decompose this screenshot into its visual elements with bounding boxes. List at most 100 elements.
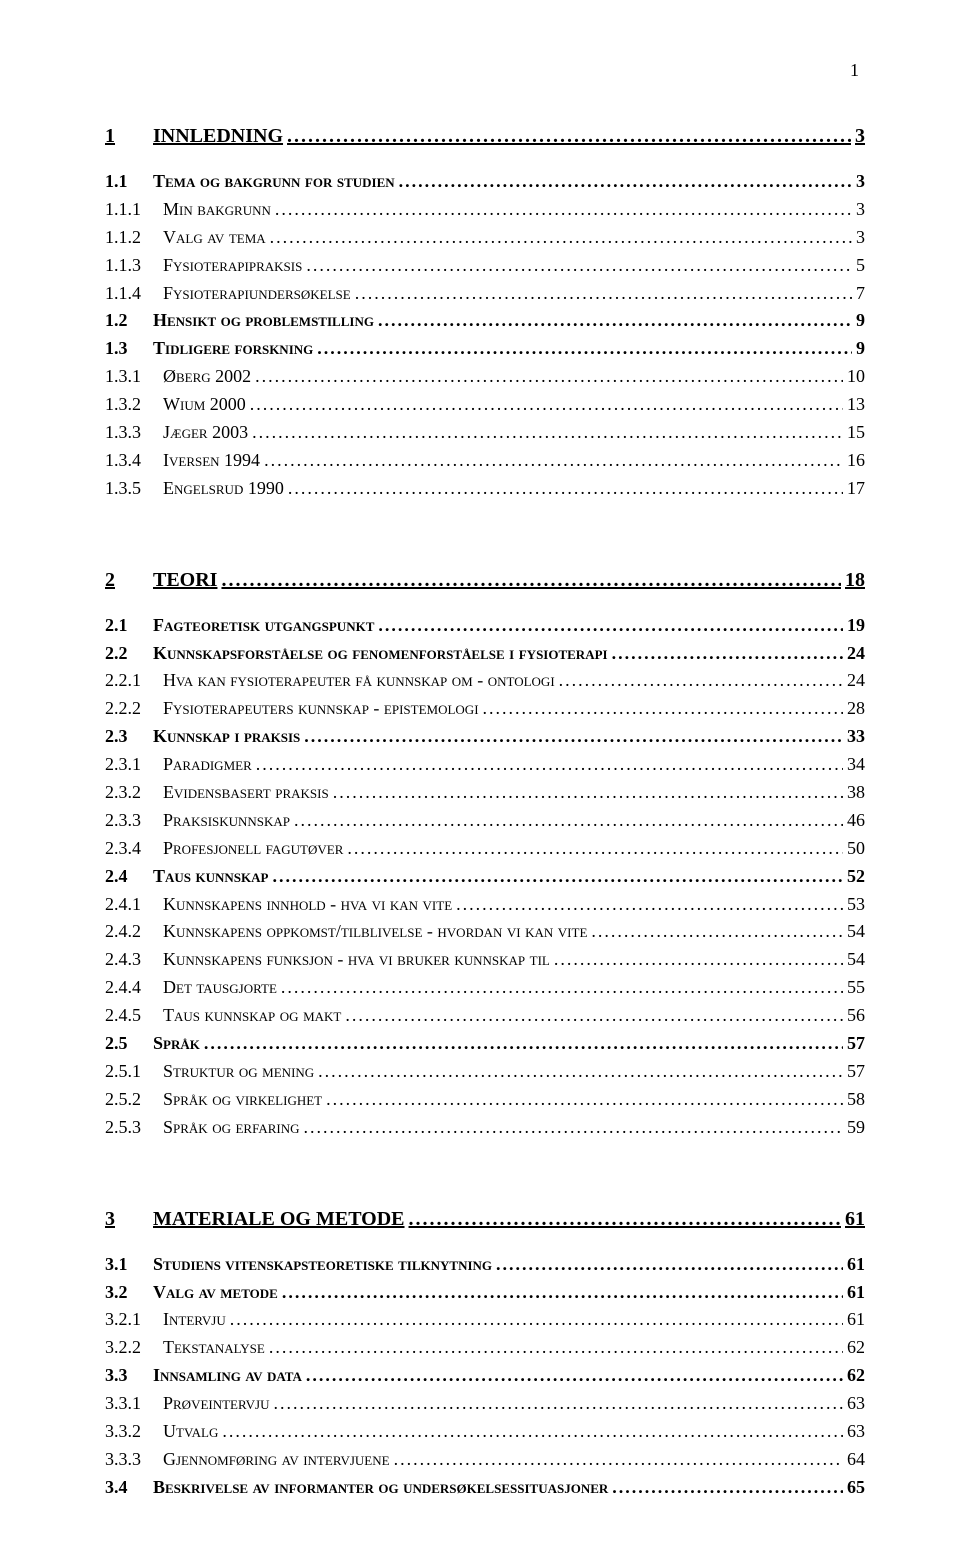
toc-entry-number: 1.2 xyxy=(105,307,153,335)
toc-entry-page: 10 xyxy=(843,363,865,391)
toc-entry-number: 3.3.3 xyxy=(105,1446,163,1474)
toc-leader-dots xyxy=(550,946,843,974)
toc-leader-dots xyxy=(405,1204,841,1235)
toc-entry-page: 33 xyxy=(843,723,865,751)
toc-entry-number: 1.3.1 xyxy=(105,363,163,391)
toc-entry-number: 3.2.1 xyxy=(105,1306,163,1334)
toc-leader-dots xyxy=(302,1362,843,1390)
toc-entry: 2.4.2Kunnskapens oppkomst/tilblivelse - … xyxy=(105,918,865,946)
toc-entry-page: 54 xyxy=(843,946,865,974)
small-gap xyxy=(105,1243,865,1251)
toc-leader-dots xyxy=(217,565,841,596)
toc-entry: 1.3.4Iversen 199416 xyxy=(105,447,865,475)
toc-entry-label: Hva kan fysioterapeuter få kunnskap om -… xyxy=(163,667,555,695)
toc-entry: 1INNLEDNING3 xyxy=(105,121,865,152)
toc-entry-label: Wium 2000 xyxy=(163,391,246,419)
toc-entry-number: 2.1 xyxy=(105,612,153,640)
toc-entry-number: 2.2.2 xyxy=(105,695,163,723)
toc-entry-label: Profesjonell fagutøver xyxy=(163,835,343,863)
toc-entry-page: 61 xyxy=(843,1279,865,1307)
toc-entry-page: 9 xyxy=(852,307,865,335)
toc-entry-label: Kunnskapens oppkomst/tilblivelse - hvord… xyxy=(163,918,587,946)
toc-entry-page: 3 xyxy=(852,224,865,252)
toc-leader-dots xyxy=(218,1418,843,1446)
toc-entry-label: Hensikt og problemstilling xyxy=(153,307,374,335)
toc-entry-label: Evidensbasert praksis xyxy=(163,779,329,807)
toc-entry-page: 55 xyxy=(843,974,865,1002)
toc-entry-number: 2.3.1 xyxy=(105,751,163,779)
toc-entry-label: Praksiskunnskap xyxy=(163,807,290,835)
toc-entry-label: Tidligere forskning xyxy=(153,335,313,363)
toc-entry-number: 3.3 xyxy=(105,1362,153,1390)
toc-leader-dots xyxy=(587,918,843,946)
toc-entry-page: 59 xyxy=(843,1114,865,1142)
toc-entry: 3.3Innsamling av data62 xyxy=(105,1362,865,1390)
toc-entry-page: 17 xyxy=(843,475,865,503)
toc-leader-dots xyxy=(290,807,843,835)
toc-entry-page: 50 xyxy=(843,835,865,863)
toc-entry-label: Jæger 2003 xyxy=(163,419,248,447)
toc-leader-dots xyxy=(266,224,852,252)
toc-leader-dots xyxy=(313,335,852,363)
toc-entry: 2.2.1Hva kan fysioterapeuter få kunnskap… xyxy=(105,667,865,695)
toc-entry-number: 3.2 xyxy=(105,1279,153,1307)
toc-entry-page: 54 xyxy=(843,918,865,946)
toc-entry-number: 1.1.2 xyxy=(105,224,163,252)
toc-leader-dots xyxy=(278,1279,843,1307)
toc-entry-page: 56 xyxy=(843,1002,865,1030)
section-gap xyxy=(105,503,865,531)
toc-entry-page: 64 xyxy=(843,1446,865,1474)
toc-entry: 1.3.5Engelsrud 199017 xyxy=(105,475,865,503)
toc-entry: 2.5Språk57 xyxy=(105,1030,865,1058)
toc-entry-label: Paradigmer xyxy=(163,751,252,779)
toc-entry: 2.5.3Språk og erfaring 59 xyxy=(105,1114,865,1142)
toc-entry-label: Valg av metode xyxy=(153,1279,278,1307)
toc-entry: 1.1.1Min bakgrunn3 xyxy=(105,196,865,224)
toc-entry: 1.1Tema og bakgrunn for studien3 xyxy=(105,168,865,196)
toc-entry-number: 2.4.5 xyxy=(105,1002,163,1030)
toc-entry-number: 2.5.2 xyxy=(105,1086,163,1114)
toc-entry: 2TEORI18 xyxy=(105,565,865,596)
toc-leader-dots xyxy=(246,391,843,419)
toc-leader-dots xyxy=(492,1251,843,1279)
toc-entry: 2.3.2Evidensbasert praksis38 xyxy=(105,779,865,807)
toc-entry-number: 1.3.5 xyxy=(105,475,163,503)
toc-entry-number: 3.2.2 xyxy=(105,1334,163,1362)
toc-entry: 3.1Studiens vitenskapsteoretiske tilknyt… xyxy=(105,1251,865,1279)
toc-entry: 3.3.1Prøveintervju63 xyxy=(105,1390,865,1418)
toc-entry: 2.1Fagteoretisk utgangspunkt19 xyxy=(105,612,865,640)
table-of-contents: 1INNLEDNING3 1.1Tema og bakgrunn for stud… xyxy=(105,121,865,1502)
toc-leader-dots xyxy=(252,751,843,779)
toc-leader-dots xyxy=(283,121,851,152)
toc-entry: 3.2Valg av metode 61 xyxy=(105,1279,865,1307)
page-number: 1 xyxy=(105,60,865,81)
toc-entry-page: 62 xyxy=(843,1334,865,1362)
toc-entry-label: Studiens vitenskapsteoretiske tilknytnin… xyxy=(153,1251,492,1279)
toc-entry-page: 65 xyxy=(843,1474,865,1502)
toc-entry-page: 13 xyxy=(843,391,865,419)
toc-entry-label: Valg av tema xyxy=(163,224,266,252)
toc-leader-dots xyxy=(608,1474,843,1502)
toc-entry: 2.4.3Kunnskapens funksjon - hva vi bruke… xyxy=(105,946,865,974)
toc-entry-number: 2.2 xyxy=(105,640,153,668)
toc-entry: 3.2.1Intervju61 xyxy=(105,1306,865,1334)
toc-entry-label: Utvalg xyxy=(163,1418,218,1446)
toc-entry: 2.5.2Språk og virkelighet58 xyxy=(105,1086,865,1114)
toc-entry-number: 1.3 xyxy=(105,335,153,363)
toc-entry-label: Språk og erfaring xyxy=(163,1114,300,1142)
toc-entry-page: 15 xyxy=(843,419,865,447)
toc-entry: 3.3.3Gjennomføring av intervjuene64 xyxy=(105,1446,865,1474)
toc-entry: 3.2.2Tekstanalyse62 xyxy=(105,1334,865,1362)
toc-entry-page: 18 xyxy=(841,565,865,596)
toc-entry-page: 62 xyxy=(843,1362,865,1390)
toc-leader-dots xyxy=(200,1030,843,1058)
toc-entry: 2.4.1Kunnskapens innhold - hva vi kan vi… xyxy=(105,891,865,919)
toc-entry-number: 2.5.3 xyxy=(105,1114,163,1142)
toc-entry: 2.3.1Paradigmer34 xyxy=(105,751,865,779)
toc-entry: 2.2Kunnskapsforståelse og fenomenforståe… xyxy=(105,640,865,668)
toc-entry: 2.3.4Profesjonell fagutøver50 xyxy=(105,835,865,863)
toc-entry-number: 2.4.2 xyxy=(105,918,163,946)
small-gap xyxy=(105,604,865,612)
toc-entry-number: 2.3.2 xyxy=(105,779,163,807)
toc-entry-label: INNLEDNING xyxy=(153,121,283,152)
